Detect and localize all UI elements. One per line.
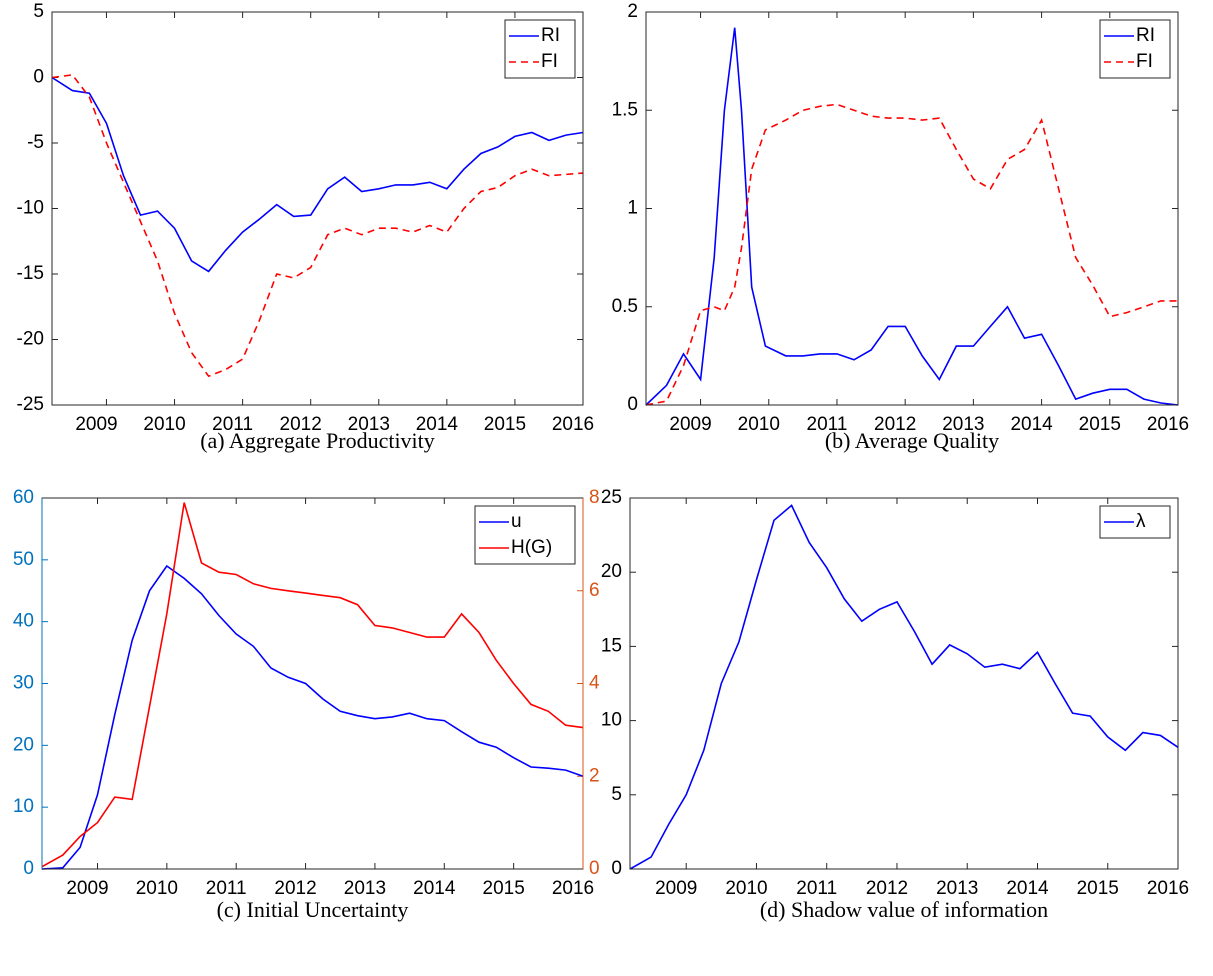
caption: (b) Average Quality [825, 428, 999, 453]
x-tick-label: 2016 [1147, 878, 1189, 899]
x-tick-label: 2009 [75, 414, 117, 435]
x-tick-label: 2012 [866, 878, 908, 899]
legend-label: FI [1136, 51, 1153, 72]
x-tick-label: 2012 [280, 414, 322, 435]
y2-tick-label: 0 [589, 858, 600, 879]
x-tick-label: 2014 [413, 878, 456, 899]
y-tick-label: 5 [33, 1, 44, 22]
series-line [645, 103, 1178, 406]
legend-label: RI [541, 25, 560, 46]
legend-label: RI [1136, 25, 1155, 46]
y-tick-label: 1.5 [612, 99, 638, 120]
legend-label: λ [1136, 511, 1146, 532]
y2-tick-label: 4 [589, 673, 600, 694]
plot-area [630, 498, 1178, 869]
legend-box [1099, 19, 1171, 79]
x-tick-label: 2014 [1010, 414, 1053, 435]
caption: (d) Shadow value of information [760, 897, 1048, 922]
y-tick-label: -25 [17, 394, 44, 415]
series-line [629, 504, 1179, 870]
x-tick-label: 2016 [552, 878, 594, 899]
y-tick-label: 10 [601, 710, 622, 731]
series-line [41, 564, 584, 870]
y-tick-label: 0.5 [612, 296, 638, 317]
x-tick-label: 2011 [206, 878, 247, 899]
x-tick-label: 2010 [143, 414, 185, 435]
y-tick-label: -20 [17, 329, 44, 350]
legend-box [474, 505, 576, 565]
y-tick-label: 30 [13, 673, 34, 694]
x-tick-label: 2015 [483, 878, 525, 899]
series-line [51, 76, 584, 273]
x-tick-label: 2011 [807, 414, 848, 435]
y-tick-label: 0 [23, 858, 34, 879]
axes-box [51, 11, 584, 406]
x-tick-label: 2009 [66, 878, 108, 899]
y-tick-label: 60 [13, 487, 34, 508]
x-tick-label: 2012 [274, 878, 316, 899]
x-tick-label: 2016 [552, 414, 594, 435]
plot-area [52, 12, 583, 405]
y-tick-label: 0 [611, 858, 622, 879]
x-tick-label: 2014 [416, 414, 459, 435]
legend-box [504, 19, 576, 79]
y-tick-label: 0 [33, 67, 44, 88]
y2-tick-label: 8 [589, 487, 600, 508]
legend-label: FI [541, 51, 558, 72]
x-tick-label: 2009 [655, 878, 697, 899]
series-line [645, 27, 1179, 406]
x-tick-label: 2010 [738, 414, 780, 435]
legend-label: H(G) [511, 537, 552, 558]
x-tick-label: 2012 [874, 414, 916, 435]
x-tick-label: 2009 [669, 414, 711, 435]
y-tick-label: 1 [627, 198, 638, 219]
x-tick-label: 2015 [1077, 878, 1119, 899]
y-tick-label: 20 [601, 561, 622, 582]
legend-label: u [511, 511, 522, 532]
x-tick-label: 2010 [725, 878, 767, 899]
y-tick-label: 20 [13, 734, 34, 755]
y-tick-label: 50 [13, 549, 34, 570]
series-line [51, 74, 584, 378]
y2-tick-label: 2 [589, 765, 600, 786]
x-tick-label: 2015 [484, 414, 526, 435]
x-tick-label: 2013 [348, 414, 390, 435]
x-tick-label: 2013 [942, 414, 984, 435]
x-tick-label: 2016 [1147, 414, 1189, 435]
x-tick-label: 2014 [1006, 878, 1049, 899]
y2-tick-label: 6 [589, 580, 600, 601]
y-tick-label: 0 [627, 394, 638, 415]
caption: (a) Aggregate Productivity [200, 428, 435, 453]
y-tick-label: -10 [17, 198, 44, 219]
x-tick-label: 2013 [936, 878, 978, 899]
series-line [41, 502, 584, 868]
y-tick-label: 40 [13, 611, 34, 632]
caption: (c) Initial Uncertainty [217, 897, 409, 922]
plot-area [646, 12, 1178, 405]
x-tick-label: 2010 [136, 878, 178, 899]
y-tick-label: 2 [627, 1, 638, 22]
y-tick-label: 15 [601, 635, 622, 656]
x-tick-label: 2011 [212, 414, 253, 435]
y-tick-label: 10 [13, 796, 34, 817]
y-tick-label: -15 [17, 263, 44, 284]
x-tick-label: 2013 [344, 878, 386, 899]
x-tick-label: 2011 [796, 878, 837, 899]
y-tick-label: 5 [611, 784, 622, 805]
axes-box [629, 497, 1179, 870]
y-tick-label: -5 [27, 132, 44, 153]
y-tick-label: 25 [601, 487, 622, 508]
axes-box [645, 11, 1179, 406]
x-tick-label: 2015 [1079, 414, 1121, 435]
